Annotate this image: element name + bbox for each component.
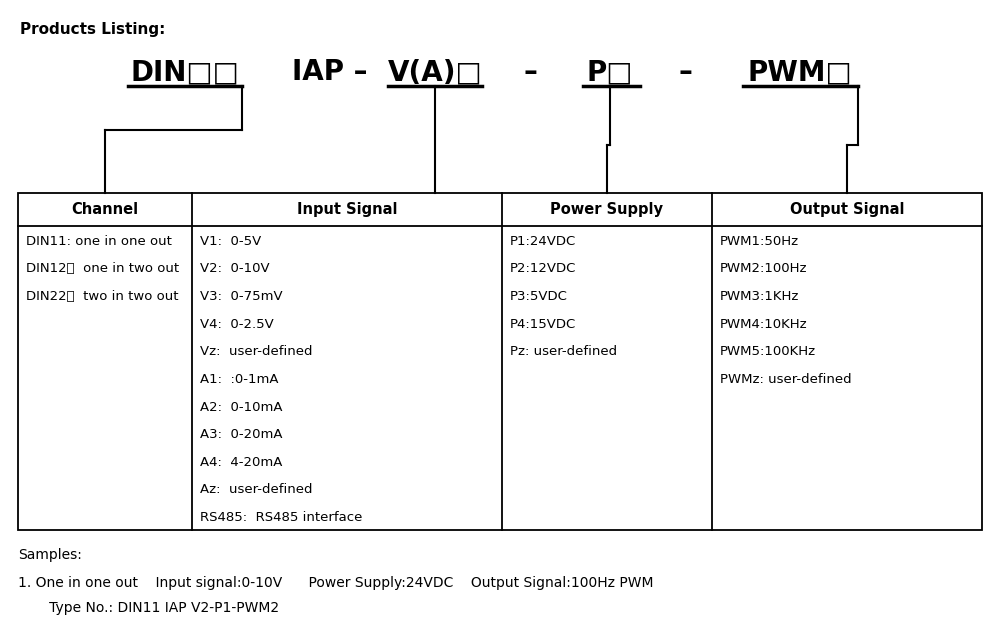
Text: –: – — [523, 58, 537, 86]
Text: DIN□□: DIN□□ — [131, 58, 239, 86]
Text: V3:  0-75mV: V3: 0-75mV — [200, 290, 283, 303]
Text: P4:15VDC: P4:15VDC — [510, 318, 576, 330]
Text: –: – — [678, 58, 692, 86]
Text: IAP –: IAP – — [292, 58, 368, 86]
Text: RS485:  RS485 interface: RS485: RS485 interface — [200, 511, 362, 524]
Text: V(A)□: V(A)□ — [388, 58, 482, 86]
Text: P2:12VDC: P2:12VDC — [510, 262, 576, 275]
Text: Pz: user-defined: Pz: user-defined — [510, 345, 617, 358]
Text: 1. One in one out    Input signal:0-10V      Power Supply:24VDC    Output Signal: 1. One in one out Input signal:0-10V Pow… — [18, 576, 654, 590]
Text: PWM3:1KHz: PWM3:1KHz — [720, 290, 799, 303]
Text: DIN11: one in one out: DIN11: one in one out — [26, 235, 172, 248]
Text: PWMz: user-defined: PWMz: user-defined — [720, 373, 852, 386]
Text: Vz:  user-defined: Vz: user-defined — [200, 345, 312, 358]
Text: P3:5VDC: P3:5VDC — [510, 290, 568, 303]
Text: Products Listing:: Products Listing: — [20, 22, 165, 37]
Text: Power Supply: Power Supply — [550, 202, 664, 217]
Text: Type No.: DIN11 IAP V2-P1-PWM2: Type No.: DIN11 IAP V2-P1-PWM2 — [36, 601, 279, 615]
Text: DIN22：  two in two out: DIN22： two in two out — [26, 290, 178, 303]
Text: PWM5:100KHz: PWM5:100KHz — [720, 345, 816, 358]
Text: A1:  :0-1mA: A1: :0-1mA — [200, 373, 278, 386]
Text: A4:  4-20mA: A4: 4-20mA — [200, 456, 282, 469]
Text: PWM2:100Hz: PWM2:100Hz — [720, 262, 808, 275]
Text: PWM1:50Hz: PWM1:50Hz — [720, 235, 799, 248]
Text: V4:  0-2.5V: V4: 0-2.5V — [200, 318, 274, 330]
Text: Output Signal: Output Signal — [790, 202, 904, 217]
Text: A2:  0-10mA: A2: 0-10mA — [200, 401, 283, 413]
Text: V2:  0-10V: V2: 0-10V — [200, 262, 270, 275]
Text: DIN12：  one in two out: DIN12： one in two out — [26, 262, 179, 275]
Text: P□: P□ — [587, 58, 633, 86]
Text: A3:  0-20mA: A3: 0-20mA — [200, 428, 283, 441]
Text: Channel: Channel — [71, 202, 139, 217]
Text: Input Signal: Input Signal — [297, 202, 397, 217]
Bar — [18, 193, 982, 530]
Text: V1:  0-5V: V1: 0-5V — [200, 235, 261, 248]
Text: Az:  user-defined: Az: user-defined — [200, 484, 312, 496]
Text: P1:24VDC: P1:24VDC — [510, 235, 576, 248]
Text: PWM4:10KHz: PWM4:10KHz — [720, 318, 808, 330]
Text: Samples:: Samples: — [18, 548, 82, 562]
Text: PWM□: PWM□ — [748, 58, 852, 86]
